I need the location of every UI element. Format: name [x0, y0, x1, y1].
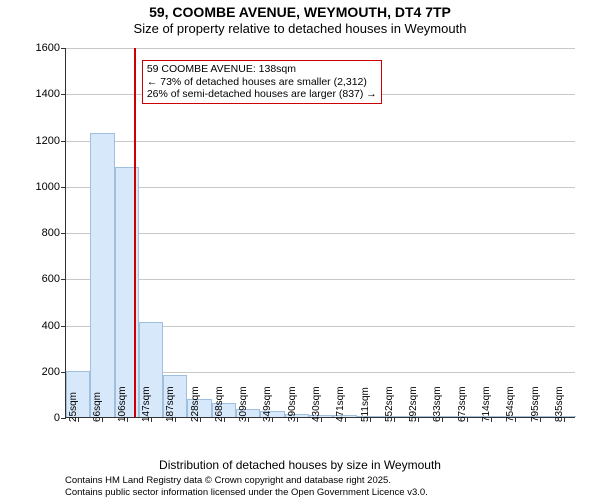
chart-footnote: Contains HM Land Registry data © Crown c… [65, 475, 428, 498]
x-tick-label: 673sqm [457, 386, 468, 422]
x-tick-label: 147sqm [141, 386, 152, 422]
y-tick-mark [61, 48, 66, 49]
y-tick-mark [61, 326, 66, 327]
x-tick-label: 633sqm [432, 386, 443, 422]
y-tick-mark [61, 94, 66, 95]
y-tick-label: 1000 [36, 181, 60, 193]
grid-line [66, 233, 575, 234]
grid-line [66, 187, 575, 188]
x-tick-label: 592sqm [408, 386, 419, 422]
x-tick-label: 471sqm [335, 386, 346, 422]
y-tick-label: 800 [42, 227, 60, 239]
chart-subtitle: Size of property relative to detached ho… [0, 21, 600, 40]
x-tick-label: 187sqm [165, 386, 176, 422]
x-axis-label: Distribution of detached houses by size … [0, 458, 600, 472]
annotation-line: ← 73% of detached houses are smaller (2,… [147, 76, 377, 89]
footnote-line-2: Contains public sector information licen… [65, 487, 428, 498]
y-tick-label: 600 [42, 273, 60, 285]
x-tick-label: 835sqm [554, 386, 565, 422]
x-tick-label: 309sqm [238, 386, 249, 422]
x-tick-label: 714sqm [481, 386, 492, 422]
chart-title: 59, COOMBE AVENUE, WEYMOUTH, DT4 7TP [0, 0, 600, 21]
reference-line [134, 48, 136, 417]
x-tick-label: 754sqm [505, 386, 516, 422]
x-tick-label: 106sqm [117, 386, 128, 422]
x-tick-label: 552sqm [384, 386, 395, 422]
y-tick-label: 200 [42, 366, 60, 378]
x-tick-label: 268sqm [214, 386, 225, 422]
grid-line [66, 48, 575, 49]
y-tick-mark [61, 141, 66, 142]
y-tick-label: 1400 [36, 88, 60, 100]
y-tick-label: 0 [54, 412, 60, 424]
x-tick-label: 349sqm [262, 386, 273, 422]
x-tick-label: 390sqm [287, 386, 298, 422]
y-tick-label: 400 [42, 320, 60, 332]
x-tick-label: 228sqm [190, 386, 201, 422]
grid-line [66, 141, 575, 142]
histogram-chart: 59, COOMBE AVENUE, WEYMOUTH, DT4 7TP Siz… [0, 0, 600, 500]
x-tick-label: 25sqm [68, 392, 79, 422]
x-tick-label: 66sqm [92, 392, 103, 422]
y-tick-mark [61, 418, 66, 419]
y-tick-label: 1600 [36, 42, 60, 54]
grid-line [66, 279, 575, 280]
y-tick-mark [61, 233, 66, 234]
x-tick-label: 795sqm [530, 386, 541, 422]
plot-area: 0200400600800100012001400160025sqm66sqm1… [65, 48, 575, 418]
y-tick-label: 1200 [36, 135, 60, 147]
footnote-line-1: Contains HM Land Registry data © Crown c… [65, 475, 428, 486]
annotation-box: 59 COOMBE AVENUE: 138sqm← 73% of detache… [142, 60, 382, 104]
x-tick-label: 511sqm [360, 387, 371, 422]
annotation-line: 59 COOMBE AVENUE: 138sqm [147, 63, 377, 76]
y-tick-mark [61, 279, 66, 280]
x-tick-label: 430sqm [311, 386, 322, 422]
histogram-bar [90, 133, 114, 417]
y-tick-mark [61, 187, 66, 188]
annotation-line: 26% of semi-detached houses are larger (… [147, 88, 377, 101]
